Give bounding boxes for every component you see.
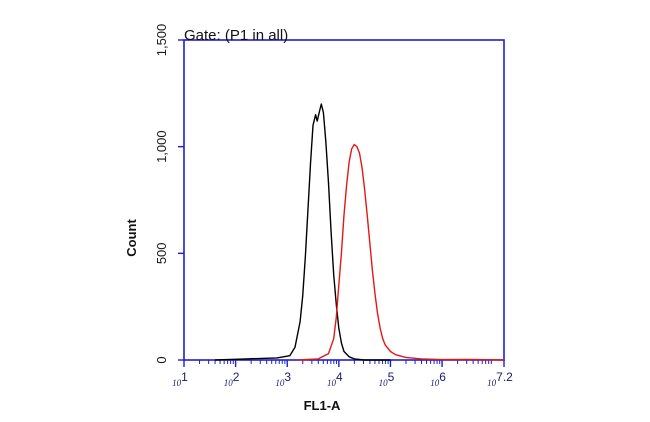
x-tick-label: 105	[379, 370, 395, 388]
plot-frame	[183, 39, 505, 361]
series-line-control	[214, 103, 391, 361]
y-axis-title: Count	[124, 219, 139, 257]
y-tick-label: 0	[154, 356, 169, 363]
x-tick-label: 107.2	[487, 370, 513, 388]
y-tick-label: 500	[154, 242, 169, 264]
x-axis-title: FL1-A	[304, 398, 341, 413]
gate-label: Gate: (P1 in all)	[184, 27, 288, 44]
x-tick-label: 103	[275, 370, 291, 388]
x-tick-label: 104	[327, 370, 343, 388]
series-layer	[214, 103, 505, 361]
x-tick-label: 106	[430, 370, 446, 388]
ticks-layer: 0 500 1,000 1,500 101 102 103 104 105 106 107.2	[154, 24, 513, 388]
series-line-sample	[297, 143, 505, 361]
x-tick-label: 102	[224, 370, 240, 388]
y-tick-label: 1,500	[154, 24, 169, 57]
y-tick-label: 1,000	[154, 130, 169, 163]
x-tick-label: 101	[172, 370, 188, 388]
